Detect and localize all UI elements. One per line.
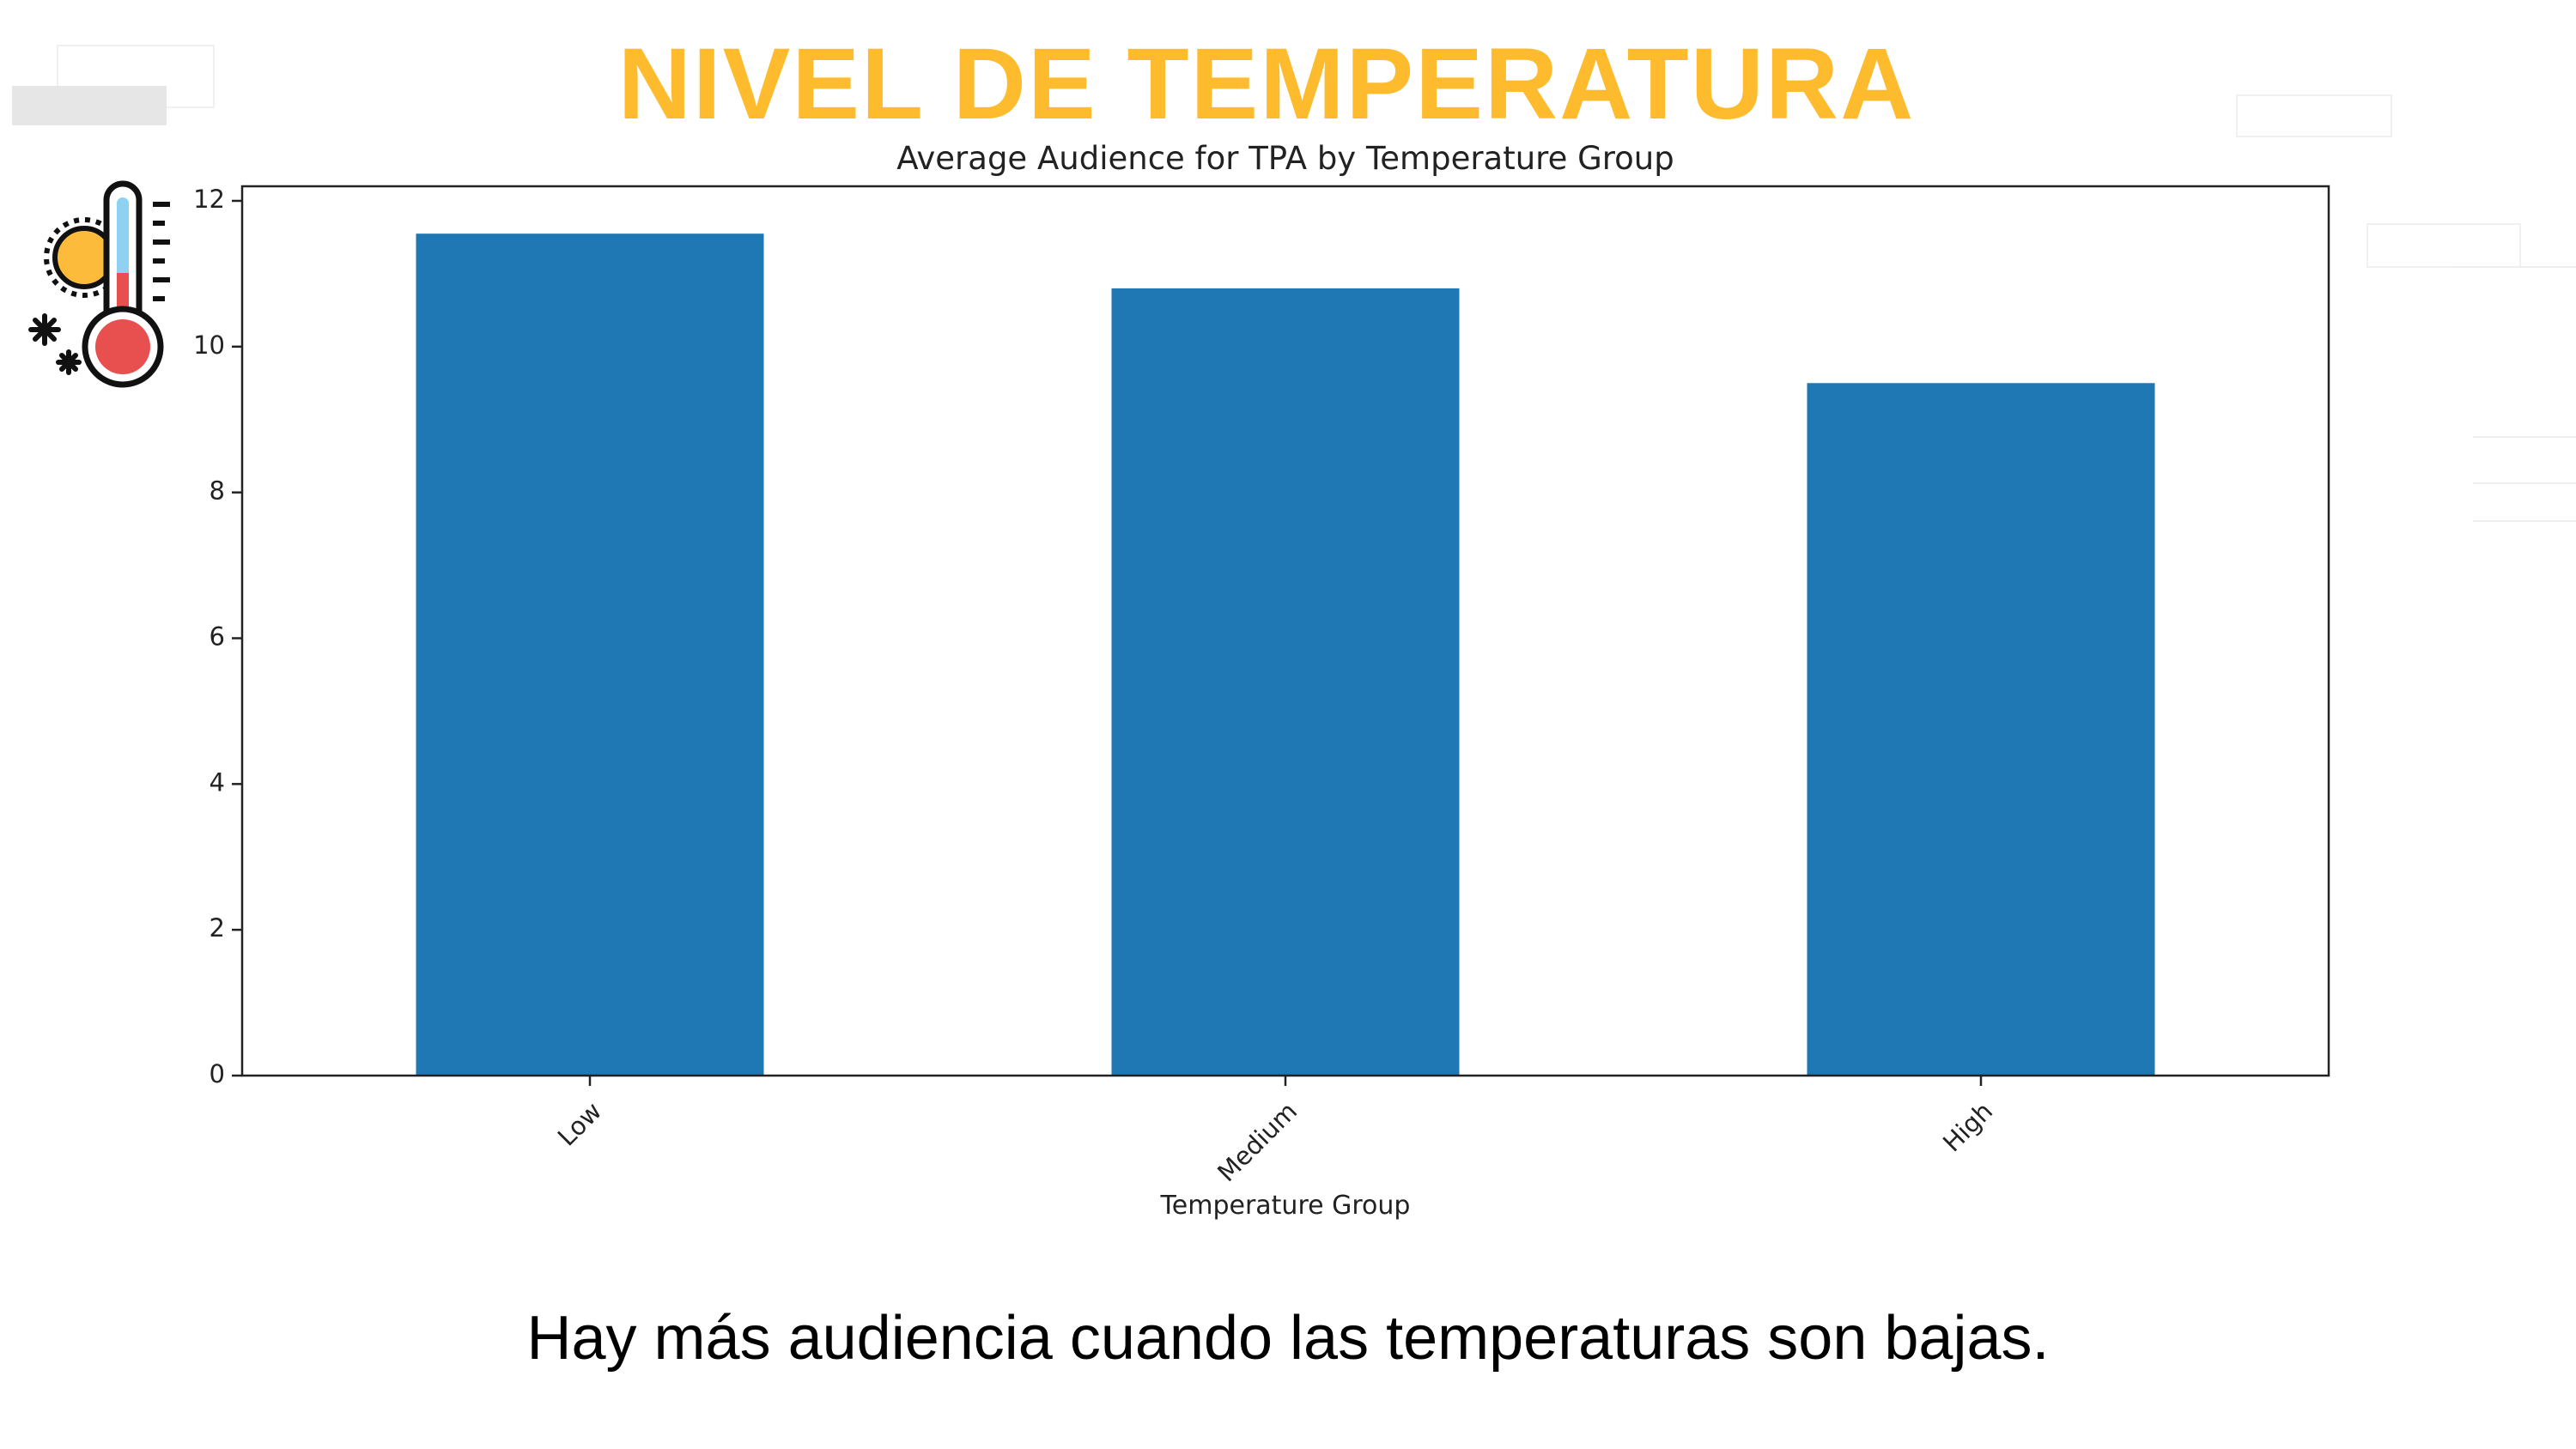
y-tick-label-10: 10 <box>193 330 225 360</box>
decor-frame-top-right <box>2236 94 2392 137</box>
thermometer-sun-snow-icon <box>28 180 170 388</box>
decor-frame-right <box>2366 223 2521 268</box>
x-tick-label-low: Low <box>552 1096 607 1151</box>
decor-line-right-3 <box>2473 482 2576 484</box>
x-tick-label-medium: Medium <box>1212 1096 1303 1187</box>
bar-low <box>416 233 764 1076</box>
slide-title: NIVEL DE TEMPERATURA <box>617 27 1916 141</box>
decor-line-right-2 <box>2473 436 2576 438</box>
x-tick-label-high: High <box>1937 1096 1998 1157</box>
x-axis: Low Medium High <box>552 1076 1998 1187</box>
decor-line-right-4 <box>2473 520 2576 522</box>
bar-high <box>1807 383 2155 1076</box>
y-tick-label-12: 12 <box>193 185 225 214</box>
x-axis-label: Temperature Group <box>1160 1191 1411 1221</box>
y-tick-label-2: 2 <box>210 913 225 943</box>
slide-caption: Hay más audiencia cuando las temperatura… <box>526 1304 2050 1373</box>
y-tick-label-8: 8 <box>210 476 225 506</box>
y-axis: 0 2 4 6 8 10 12 <box>193 185 242 1088</box>
y-tick-label-0: 0 <box>210 1059 225 1088</box>
decor-line-right-1 <box>2452 266 2576 268</box>
decor-block-top-left <box>12 86 167 125</box>
bars-layer <box>416 233 2155 1076</box>
y-tick-label-6: 6 <box>210 621 225 651</box>
chart-title: Average Audience for TPA by Temperature … <box>896 140 1674 177</box>
bar-medium <box>1111 288 1460 1076</box>
y-tick-label-4: 4 <box>210 767 225 797</box>
